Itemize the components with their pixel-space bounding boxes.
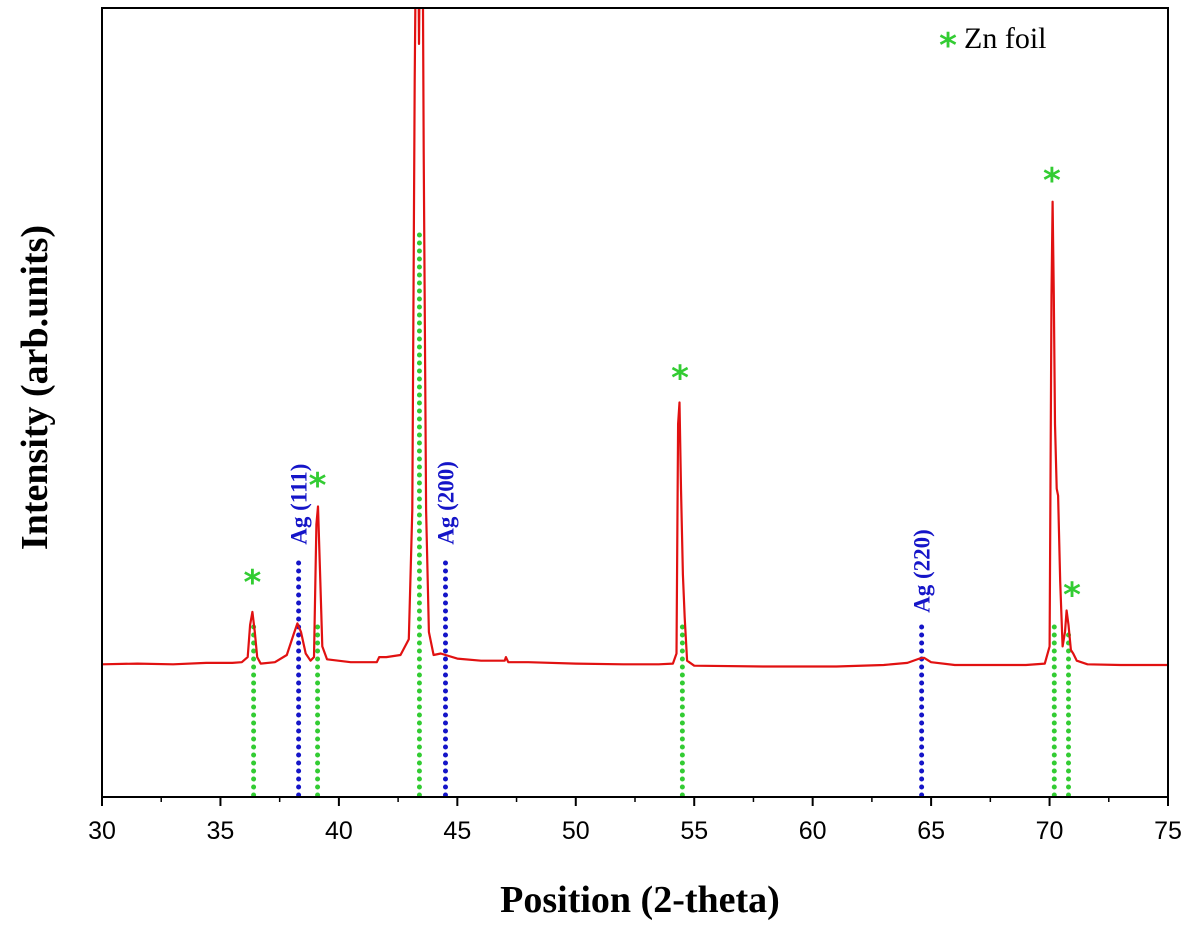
ag-peak-label: Ag (111) bbox=[287, 464, 312, 545]
zn-peak-marker: * bbox=[244, 563, 262, 603]
y-axis-title: Intensity (arb.units) bbox=[14, 225, 56, 550]
x-tick-label: 45 bbox=[443, 817, 471, 845]
x-axis-ticks: 30 35 40 45 50 55 60 65 70 75 bbox=[88, 797, 1182, 845]
x-axis-title: Position (2-theta) bbox=[500, 879, 780, 921]
zn-peak-marker: * bbox=[1043, 161, 1061, 201]
x-tick-label: 70 bbox=[1036, 817, 1064, 845]
ag-peak-label: Ag (200) bbox=[433, 461, 458, 545]
zn-peak-marker: * bbox=[671, 358, 689, 398]
legend: * Zn foil bbox=[939, 22, 1046, 66]
zn-peak-marker: * bbox=[1063, 576, 1081, 616]
x-tick-label: 75 bbox=[1154, 817, 1182, 845]
reference-lines bbox=[251, 227, 1072, 798]
legend-star-icon: * bbox=[939, 26, 957, 66]
x-tick-label: 55 bbox=[680, 817, 708, 845]
x-tick-label: 65 bbox=[917, 817, 945, 845]
ag-peak-label: Ag (220) bbox=[910, 529, 935, 613]
x-tick-label: 35 bbox=[207, 817, 235, 845]
x-tick-label: 50 bbox=[562, 817, 590, 845]
series-group bbox=[102, 8, 1168, 668]
zn-peak-marker: * bbox=[309, 466, 327, 506]
x-tick-label: 30 bbox=[88, 817, 116, 845]
x-tick-label: 60 bbox=[799, 817, 827, 845]
reference-label-group: Ag (111) Ag (200) Ag (220) bbox=[287, 461, 935, 613]
xrd-pattern-line bbox=[102, 8, 1168, 668]
x-tick-label: 40 bbox=[325, 817, 353, 845]
zn-marker-group: ****** bbox=[244, 161, 1082, 616]
legend-label: Zn foil bbox=[964, 22, 1047, 55]
plot-frame bbox=[101, 7, 1169, 798]
